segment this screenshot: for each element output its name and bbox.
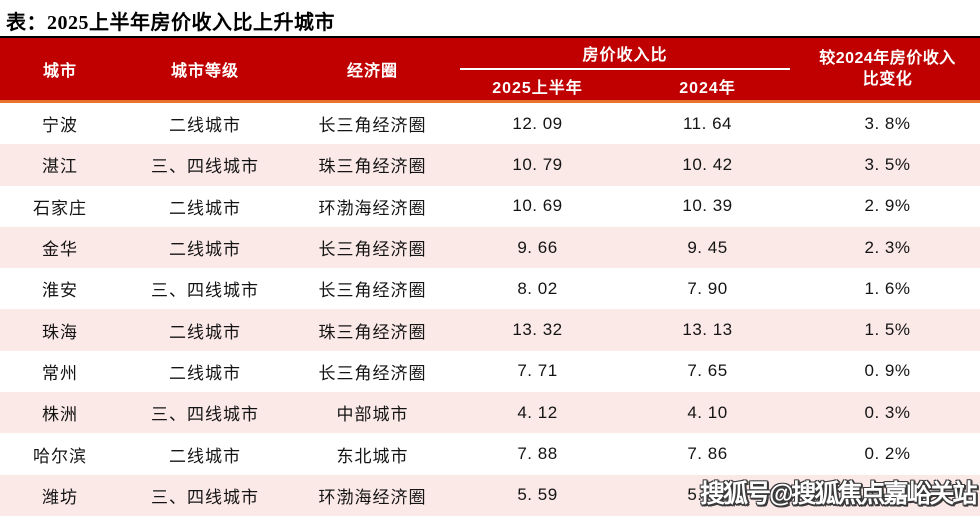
cell-ratio-2024: 7. 86 [687,444,728,464]
cell-tier: 三、四线城市 [151,281,259,301]
cell-tier: 三、四线城市 [151,487,259,507]
cell-circle: 长三角经济圈 [318,240,427,260]
cell-change: 0. 3% [864,402,911,422]
cell-city: 宁波 [42,116,78,136]
cell-change: 0. 2% [864,444,911,464]
cell-tier: 二线城市 [169,116,241,136]
cell-change: 0. 9% [864,361,911,381]
cell-ratio-2025: 7. 88 [517,444,558,464]
cell-city: 湛江 [42,157,78,177]
cell-ratio-2024: 7. 90 [687,278,728,298]
cell-tier: 三、四线城市 [151,405,259,425]
cell-ratio-2024: 10. 42 [682,154,733,174]
cell-city: 株洲 [42,405,78,425]
cell-ratio-2025: 9. 66 [517,237,558,257]
cell-city: 石家庄 [33,198,87,218]
cell-ratio-2025: 4. 12 [517,402,558,422]
cell-change: 2. 9% [864,196,911,216]
cell-tier: 二线城市 [169,198,241,218]
cell-circle: 环渤海经济圈 [318,198,427,218]
cell-tier: 二线城市 [169,240,241,260]
table-title: 表：2025上半年房价收入比上升城市 [6,12,335,34]
cell-city: 淮安 [42,281,78,301]
table-row: 常州 二线城市 长三角经济圈 7. 71 7. 65 0. 9% [0,350,980,393]
cell-circle: 环渤海经济圈 [318,487,427,507]
cell-ratio-2025: 10. 79 [512,154,563,174]
cell-ratio-2024: 7. 65 [687,361,728,381]
cell-ratio-2024: 11. 64 [682,113,732,133]
cell-city: 金华 [42,240,78,260]
cell-tier: 二线城市 [169,446,241,466]
header-econ-circle: 经济圈 [346,63,398,80]
cell-circle: 珠三角经济圈 [318,322,427,342]
cell-city: 哈尔滨 [33,446,87,466]
cell-ratio-2024: 4. 10 [687,402,728,422]
header-city-tier: 城市等级 [170,63,239,80]
table-row: 湛江 三、四线城市 珠三角经济圈 10. 79 10. 42 3. 5% [0,144,980,186]
cell-city: 珠海 [42,322,78,342]
cell-change: 3. 5% [864,154,911,174]
cell-change: 3. 8% [864,113,911,133]
table-row: 潍坊 三、四线城市 环渤海经济圈 5. 59 5. 58 0. 2% [0,474,980,516]
table-body: 宁波 二线城市 长三角经济圈 12. 09 11. 64 3. 8% 湛江 三、… [0,103,980,516]
cell-tier: 二线城市 [169,322,241,342]
cell-ratio-2024: 5. 58 [687,485,728,505]
table-row: 珠海 二线城市 珠三角经济圈 13. 32 13. 13 1. 5% [0,309,980,351]
cell-circle: 长三角经济圈 [318,363,427,383]
table-row: 宁波 二线城市 长三角经济圈 12. 09 11. 64 3. 8% [0,103,980,145]
table-row: 石家庄 二线城市 环渤海经济圈 10. 69 10. 39 2. 9% [0,185,980,227]
header-ratio-group: 房价收入比 [460,38,790,70]
cell-ratio-2024: 10. 39 [682,196,733,216]
table-row: 哈尔滨 二线城市 东北城市 7. 88 7. 86 0. 2% [0,433,980,475]
table-row: 淮安 三、四线城市 长三角经济圈 8. 02 7. 90 1. 6% [0,268,980,310]
cell-ratio-2025: 5. 59 [517,485,558,505]
cell-change: 1. 5% [864,320,911,340]
header-change-line1: 较2024年房价收入 [819,50,956,67]
cell-circle: 长三角经济圈 [318,281,427,301]
header-city: 城市 [42,63,77,80]
cell-ratio-2024: 9. 45 [687,237,728,257]
cell-ratio-2025: 13. 32 [512,320,563,340]
cell-circle: 长三角经济圈 [318,116,427,136]
cell-circle: 珠三角经济圈 [318,157,427,177]
header-ratio-2025h1: 2025上半年 [492,80,583,97]
cell-change: 0. 2% [864,485,911,505]
header-ratio-2024: 2024年 [679,80,736,97]
cell-ratio-2025: 7. 71 [517,361,558,381]
cell-circle: 中部城市 [336,405,409,425]
table-row: 株洲 三、四线城市 中部城市 4. 12 4. 10 0. 3% [0,392,980,434]
header-change-vs-2024: 较2024年房价收入 比变化 [795,38,980,100]
cell-ratio-2025: 8. 02 [517,278,558,298]
table-header: 城市 城市等级 经济圈 房价收入比 2025上半年 2024年 较2024年房价… [0,36,980,103]
table-row: 金华 二线城市 长三角经济圈 9. 66 9. 45 2. 3% [0,226,980,269]
cell-city: 潍坊 [42,487,78,507]
cell-ratio-2024: 13. 13 [682,320,733,340]
cell-city: 常州 [42,363,78,383]
cell-change: 1. 6% [864,278,911,298]
sohu-watermark: 搜狐号@搜狐焦点嘉峪关站 [700,480,977,508]
cell-circle: 东北城市 [336,446,409,466]
cell-change: 2. 3% [864,237,911,257]
cell-tier: 三、四线城市 [151,157,259,177]
cell-ratio-2025: 10. 69 [512,196,563,216]
header-change-line2: 比变化 [862,71,913,88]
cell-tier: 二线城市 [169,363,241,383]
cell-ratio-2025: 12. 09 [512,113,563,133]
